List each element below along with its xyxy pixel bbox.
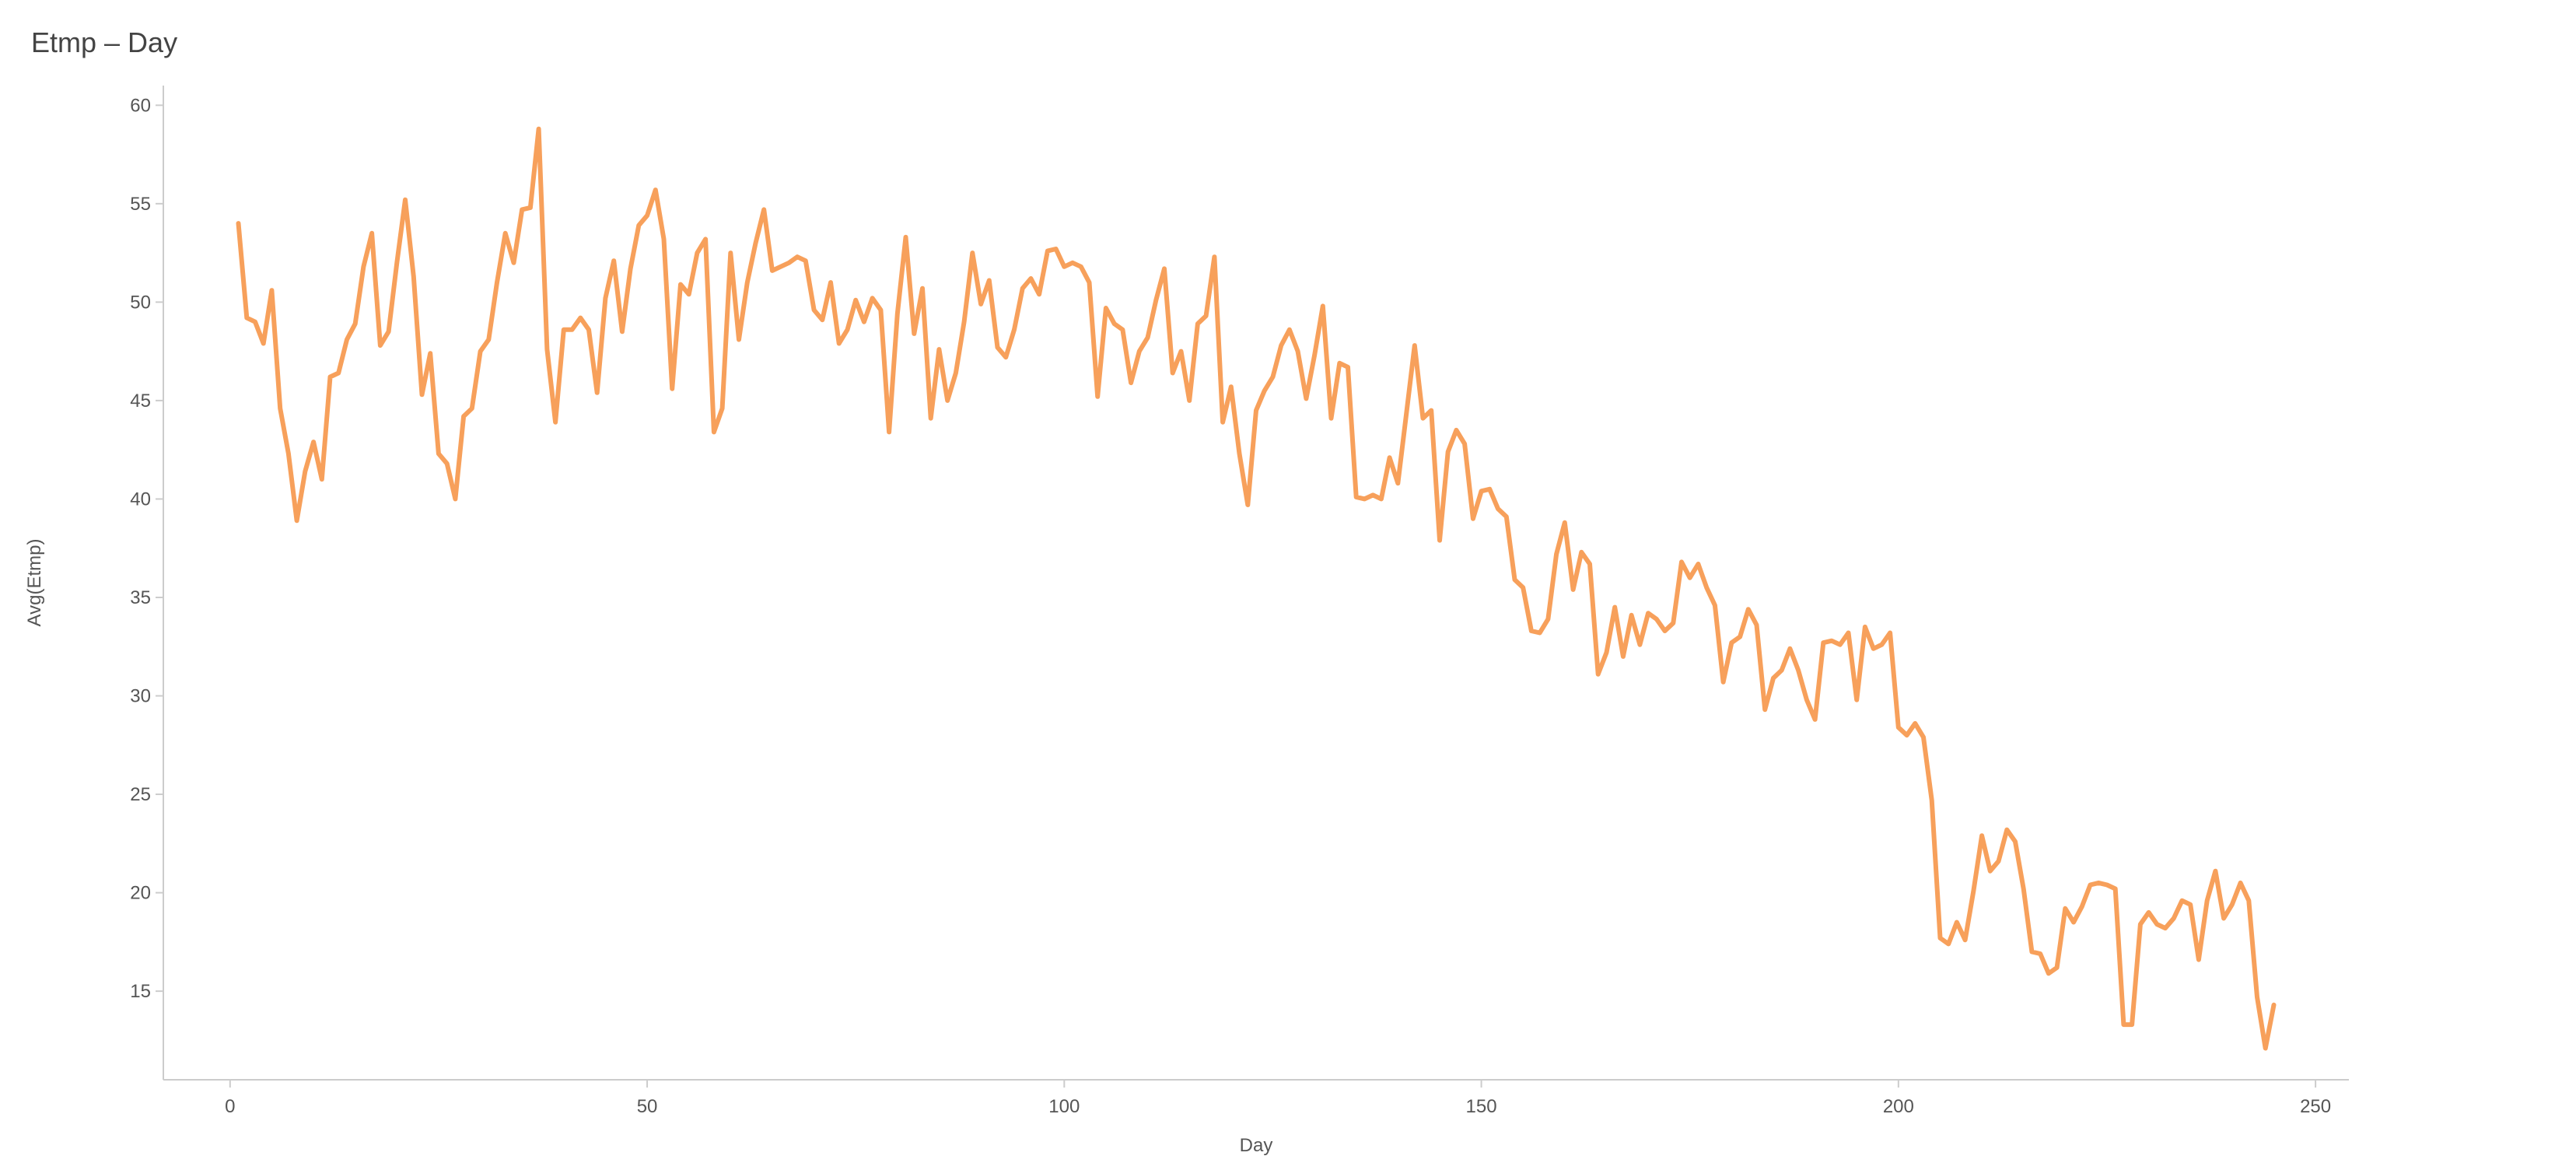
x-tick-label: 50: [637, 1096, 658, 1117]
x-tick-label: 250: [2300, 1096, 2331, 1117]
y-tick-label: 20: [130, 883, 151, 904]
y-tick-label: 25: [130, 784, 151, 805]
y-tick-label: 45: [130, 391, 151, 412]
x-tick-label: 0: [225, 1096, 235, 1117]
y-axis-ticks: 15 20 25 30 35 40 45 50 55 60: [130, 95, 163, 1002]
x-axis-ticks: 0 50 100 150 200 250: [225, 1080, 2331, 1117]
y-tick-label: 15: [130, 981, 151, 1002]
x-tick-label: 200: [1883, 1096, 1914, 1117]
series-line-etmp[interactable]: [236, 126, 2277, 1051]
x-tick-label: 150: [1466, 1096, 1497, 1117]
y-tick-label: 35: [130, 587, 151, 608]
x-tick-label: 100: [1048, 1096, 1080, 1117]
y-axis-title: Avg(Etmp): [24, 539, 45, 627]
x-axis-title: Day: [1240, 1135, 1273, 1156]
chart-title: Etmp – Day: [31, 26, 178, 58]
y-tick-label: 30: [130, 686, 151, 707]
y-tick-label: 60: [130, 95, 151, 116]
y-tick-label: 40: [130, 489, 151, 510]
y-tick-label: 55: [130, 194, 151, 215]
y-tick-label: 50: [130, 292, 151, 313]
